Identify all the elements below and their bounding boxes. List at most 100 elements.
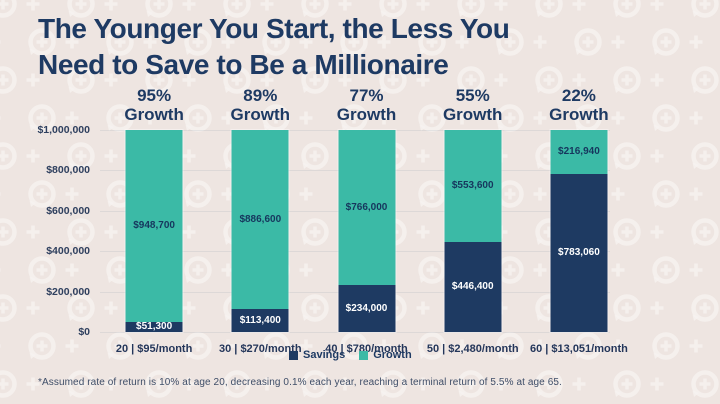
pattern-coin-icon bbox=[25, 254, 59, 293]
pattern-plus-icon bbox=[103, 224, 119, 245]
growth-value-label: $766,000 bbox=[345, 201, 388, 213]
pattern-coin-icon bbox=[415, 254, 449, 293]
pattern-plus-icon bbox=[103, 148, 119, 169]
pattern-coin-icon bbox=[688, 0, 720, 27]
savings-segment: $783,060 bbox=[550, 173, 608, 332]
pattern-plus-icon bbox=[649, 0, 665, 17]
pattern-plus-icon bbox=[298, 34, 314, 55]
stacked-bar: $216,940 $783,060 bbox=[550, 130, 608, 332]
bar-column: 89% Growth $886,600 $113,400 30 | $270/month bbox=[207, 86, 313, 355]
chart-title-line1: The Younger You Start, the Less You bbox=[38, 13, 510, 44]
growth-percent-header: 22% Growth bbox=[549, 86, 609, 130]
pattern-plus-icon bbox=[337, 72, 353, 93]
savings-value-label: $51,300 bbox=[136, 321, 173, 333]
pattern-coin-icon bbox=[649, 26, 683, 65]
pattern-plus-icon bbox=[688, 186, 704, 207]
savings-segment: $113,400 bbox=[231, 309, 289, 332]
pattern-plus-icon bbox=[532, 110, 548, 131]
bar-column: 95% Growth $948,700 $51,300 20 | $95/month bbox=[101, 86, 207, 355]
y-tick-label: $400,000 bbox=[46, 245, 90, 258]
pattern-coin-icon bbox=[0, 368, 20, 404]
pattern-plus-icon bbox=[103, 72, 119, 93]
pattern-coin-icon bbox=[532, 64, 566, 103]
pattern-plus-icon bbox=[415, 300, 431, 321]
pattern-plus-icon bbox=[649, 376, 665, 397]
pattern-plus-icon bbox=[688, 338, 704, 359]
pattern-coin-icon bbox=[64, 368, 98, 404]
pattern-coin-icon bbox=[493, 102, 527, 141]
growth-word: Growth bbox=[230, 105, 291, 124]
pattern-coin-icon bbox=[376, 0, 410, 27]
x-axis-label: 50 | $2,480/month bbox=[426, 343, 519, 355]
pattern-plus-icon bbox=[493, 376, 509, 397]
pattern-coin-icon bbox=[493, 330, 527, 369]
pattern-plus-icon bbox=[25, 300, 41, 321]
pattern-coin-icon bbox=[259, 330, 293, 369]
pattern-plus-icon bbox=[532, 34, 548, 55]
growth-segment: $886,600 bbox=[231, 130, 289, 310]
pattern-coin-icon bbox=[103, 330, 137, 369]
pattern-plus-icon bbox=[25, 72, 41, 93]
pattern-plus-icon bbox=[181, 0, 197, 17]
pattern-plus-icon bbox=[454, 110, 470, 131]
pattern-coin-icon bbox=[688, 140, 720, 179]
savings-segment: $234,000 bbox=[338, 284, 395, 332]
bar-columns: 95% Growth $948,700 $51,300 20 | $95/month 89… bbox=[101, 86, 632, 355]
pattern-coin-icon bbox=[0, 292, 20, 331]
pattern-coin-icon bbox=[610, 64, 644, 103]
growth-percent-header: 55% Growth bbox=[443, 86, 503, 130]
bar-area: $886,600 $113,400 bbox=[207, 130, 313, 332]
pattern-coin-icon bbox=[532, 368, 566, 404]
pattern-coin-icon bbox=[688, 64, 720, 103]
growth-word: Growth bbox=[124, 105, 184, 124]
stacked-bar: $766,000 $234,000 bbox=[338, 130, 395, 332]
pattern-plus-icon bbox=[181, 300, 197, 321]
pattern-coin-icon bbox=[415, 178, 449, 217]
pattern-coin-icon bbox=[649, 254, 683, 293]
pattern-coin-icon bbox=[64, 216, 98, 255]
pattern-coin-icon bbox=[142, 0, 176, 27]
pattern-coin-icon bbox=[64, 140, 98, 179]
pattern-coin-icon bbox=[298, 64, 332, 103]
pattern-plus-icon bbox=[181, 148, 197, 169]
pattern-plus-icon bbox=[337, 376, 353, 397]
pattern-plus-icon bbox=[454, 34, 470, 55]
growth-percent-header: 77% Growth bbox=[337, 86, 397, 130]
pattern-plus-icon bbox=[415, 0, 431, 17]
pattern-plus-icon bbox=[220, 110, 236, 131]
pattern-plus-icon bbox=[103, 0, 119, 17]
pattern-coin-icon bbox=[220, 64, 254, 103]
pattern-coin-icon bbox=[415, 26, 449, 65]
bar-area: $216,940 $783,060 bbox=[526, 130, 632, 332]
x-axis-label: 30 | $270/month bbox=[219, 343, 302, 355]
pattern-coin-icon bbox=[571, 26, 605, 65]
pattern-coin-icon bbox=[571, 330, 605, 369]
growth-value-label: $553,600 bbox=[451, 180, 494, 192]
pattern-coin-icon bbox=[493, 26, 527, 65]
pattern-coin-icon bbox=[0, 140, 20, 179]
bar-area: $766,000 $234,000 bbox=[313, 130, 419, 332]
pattern-coin-icon bbox=[649, 102, 683, 141]
pattern-coin-icon bbox=[25, 26, 59, 65]
savings-value-label: $234,000 bbox=[345, 302, 388, 314]
pattern-plus-icon bbox=[688, 262, 704, 283]
growth-segment: $766,000 bbox=[338, 130, 395, 285]
growth-percent: 22% bbox=[561, 86, 596, 105]
pattern-coin-icon bbox=[298, 0, 332, 27]
pattern-plus-icon bbox=[532, 338, 548, 359]
pattern-plus-icon bbox=[142, 338, 158, 359]
pattern-coin-icon bbox=[25, 178, 59, 217]
pattern-plus-icon bbox=[649, 72, 665, 93]
pattern-coin-icon bbox=[610, 368, 644, 404]
pattern-coin-icon bbox=[181, 26, 215, 65]
chart-title: The Younger You Start, the Less You Need … bbox=[38, 11, 510, 83]
stacked-bar: $948,700 $51,300 bbox=[125, 130, 183, 333]
pattern-coin-icon bbox=[610, 216, 644, 255]
savings-segment: $51,300 bbox=[125, 321, 183, 333]
growth-segment: $553,600 bbox=[444, 130, 502, 242]
savings-value-label: $783,060 bbox=[558, 247, 600, 259]
stacked-bar: $886,600 $113,400 bbox=[231, 130, 289, 332]
pattern-plus-icon bbox=[610, 34, 626, 55]
